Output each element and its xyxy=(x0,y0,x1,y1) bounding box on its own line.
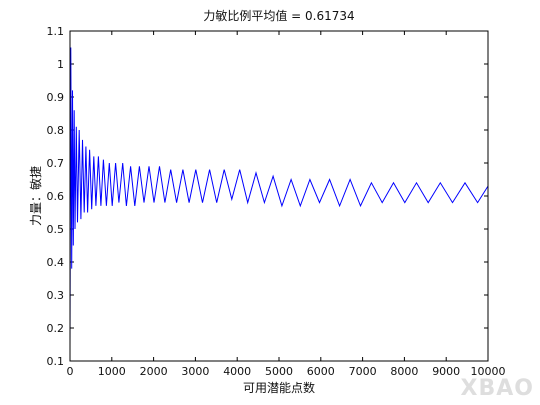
y-tick-label: 0.8 xyxy=(47,124,65,137)
y-tick-label: 0.7 xyxy=(47,157,65,170)
y-tick-label: 1 xyxy=(57,58,64,71)
x-tick-label: 5000 xyxy=(265,365,293,378)
x-tick-label: 6000 xyxy=(307,365,335,378)
x-tick-label: 8000 xyxy=(390,365,418,378)
x-tick-label: 2000 xyxy=(140,365,168,378)
y-tick-label: 0.1 xyxy=(47,355,65,368)
chart-title: 力敏比例平均值 = 0.61734 xyxy=(203,8,354,23)
y-tick-label: 0.2 xyxy=(47,322,65,335)
axis-ticks: 0 1000 2000 3000 4000 5000 6000 7000 8000 9000 100… xyxy=(47,25,506,378)
x-tick-label: 1000 xyxy=(98,365,126,378)
watermark-logo: XBAO xyxy=(460,376,534,401)
x-tick-label: 9000 xyxy=(432,365,460,378)
y-tick-label: 0.6 xyxy=(47,190,65,203)
x-tick-label: 7000 xyxy=(349,365,377,378)
x-tick-label: 3000 xyxy=(181,365,209,378)
y-tick-label: 1.1 xyxy=(47,25,65,38)
x-tick-label: 4000 xyxy=(223,365,251,378)
plot-frame xyxy=(69,30,489,362)
series-line-0 xyxy=(69,47,489,345)
x-tick-label: 10000 xyxy=(471,365,506,378)
y-tick-label: 0.9 xyxy=(47,91,65,104)
series-group xyxy=(69,47,489,345)
y-tick-label: 0.5 xyxy=(47,223,65,236)
y-axis-label: 力量：敏捷 xyxy=(28,166,43,226)
x-axis-label: 可用潜能点数 xyxy=(243,380,315,395)
y-tick-label: 0.3 xyxy=(47,289,65,302)
y-tick-label: 0.4 xyxy=(47,256,65,269)
x-tick-label: 0 xyxy=(67,365,74,378)
